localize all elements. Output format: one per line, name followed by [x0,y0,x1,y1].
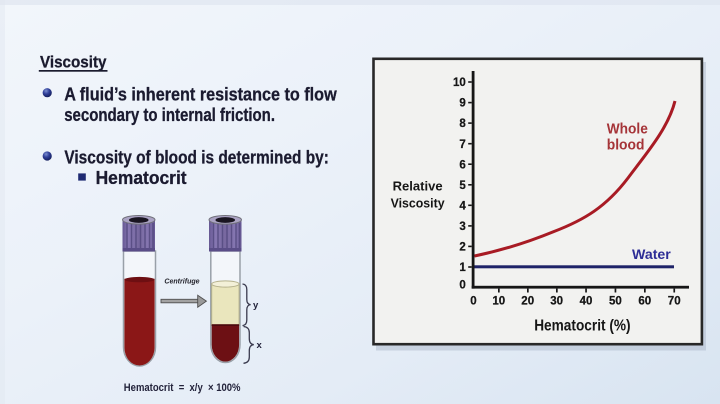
svg-text:Hematocrit = x/y × 100%: Hematocrit = x/y × 100% [124,382,241,394]
svg-text:x: x [257,340,263,351]
svg-text:blood: blood [607,137,645,154]
svg-text:6: 6 [459,159,465,171]
svg-text:Viscosity: Viscosity [391,196,446,211]
svg-text:60: 60 [638,296,651,308]
svg-text:0: 0 [459,280,465,292]
svg-text:0: 0 [470,296,476,308]
svg-text:Viscosity: Viscosity [40,54,107,72]
svg-text:9: 9 [459,98,465,110]
svg-text:1: 1 [459,262,466,274]
svg-text:Centrifuge: Centrifuge [164,276,199,285]
svg-text:Relative: Relative [393,178,443,193]
svg-text:y: y [253,300,259,311]
svg-text:10: 10 [492,296,505,308]
svg-text:8: 8 [459,118,466,130]
svg-text:Whole: Whole [607,121,648,138]
svg-text:2: 2 [459,242,465,254]
svg-text:40: 40 [580,296,593,308]
svg-text:Water: Water [632,247,672,262]
svg-text:Hematocrit: Hematocrit [96,168,187,188]
svg-text:70: 70 [668,296,681,308]
svg-text:A fluid’s inherent resistance: A fluid’s inherent resistance to flow [64,84,337,104]
svg-text:4: 4 [459,200,466,212]
svg-text:50: 50 [609,296,622,308]
svg-text:5: 5 [459,180,466,192]
svg-text:30: 30 [550,296,563,308]
svg-text:3: 3 [459,221,465,233]
svg-text:20: 20 [521,296,534,308]
svg-text:secondary to internal friction: secondary to internal friction. [64,105,275,125]
svg-text:7: 7 [459,139,465,151]
svg-text:Hematocrit (%): Hematocrit (%) [534,317,630,334]
svg-text:10: 10 [453,77,466,89]
svg-text:Viscosity of blood is determin: Viscosity of blood is determined by: [64,148,329,168]
